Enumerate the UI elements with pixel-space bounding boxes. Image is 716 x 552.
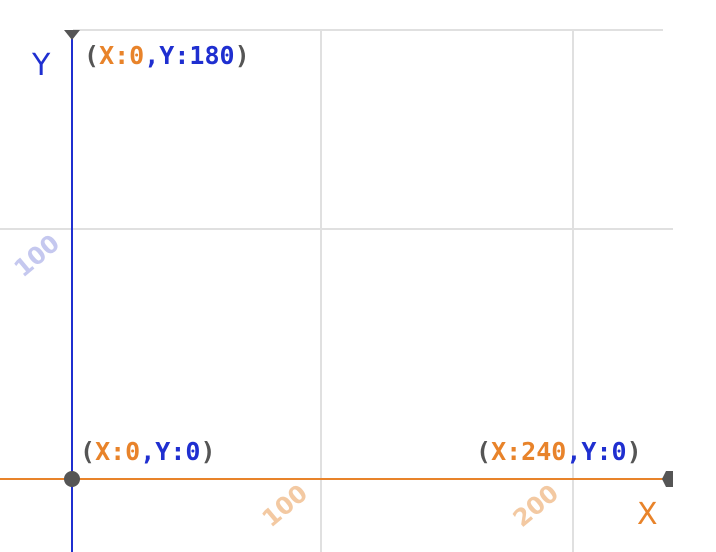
y-axis-name: Y bbox=[31, 48, 51, 83]
x-value: 240 bbox=[521, 437, 566, 466]
point-label-origin: (X:0,Y:0) bbox=[80, 437, 216, 466]
x-key: X: bbox=[95, 437, 125, 466]
point-label-top: (X:0,Y:180) bbox=[84, 41, 250, 70]
y-tick-label-100: 100 bbox=[9, 229, 65, 283]
y-value: 180 bbox=[189, 41, 234, 70]
x-axis-name: X bbox=[637, 497, 658, 532]
y-value: 0 bbox=[612, 437, 627, 466]
arrow-right-icon bbox=[662, 471, 673, 487]
paren-open: ( bbox=[84, 41, 99, 70]
x-key: X: bbox=[99, 41, 129, 70]
x-value: 0 bbox=[129, 41, 144, 70]
x-tick-label-100: 100 bbox=[257, 479, 313, 533]
paren-close: ) bbox=[235, 41, 250, 70]
x-tick-label-200: 200 bbox=[508, 479, 564, 533]
y-value: 0 bbox=[185, 437, 200, 466]
separator: , bbox=[140, 437, 155, 466]
x-value: 0 bbox=[125, 437, 140, 466]
circle-marker-icon bbox=[64, 471, 80, 487]
paren-close: ) bbox=[200, 437, 215, 466]
y-key: Y: bbox=[581, 437, 611, 466]
paren-close: ) bbox=[627, 437, 642, 466]
grid bbox=[0, 29, 673, 552]
y-key: Y: bbox=[159, 41, 189, 70]
tick-labels: 100 100 200 bbox=[9, 229, 564, 533]
y-key: Y: bbox=[155, 437, 185, 466]
separator: , bbox=[566, 437, 581, 466]
paren-open: ( bbox=[80, 437, 95, 466]
separator: , bbox=[144, 41, 159, 70]
arrow-up-icon bbox=[64, 30, 80, 40]
x-key: X: bbox=[491, 437, 521, 466]
point-label-right: (X:240,Y:0) bbox=[476, 437, 642, 466]
paren-open: ( bbox=[476, 437, 491, 466]
